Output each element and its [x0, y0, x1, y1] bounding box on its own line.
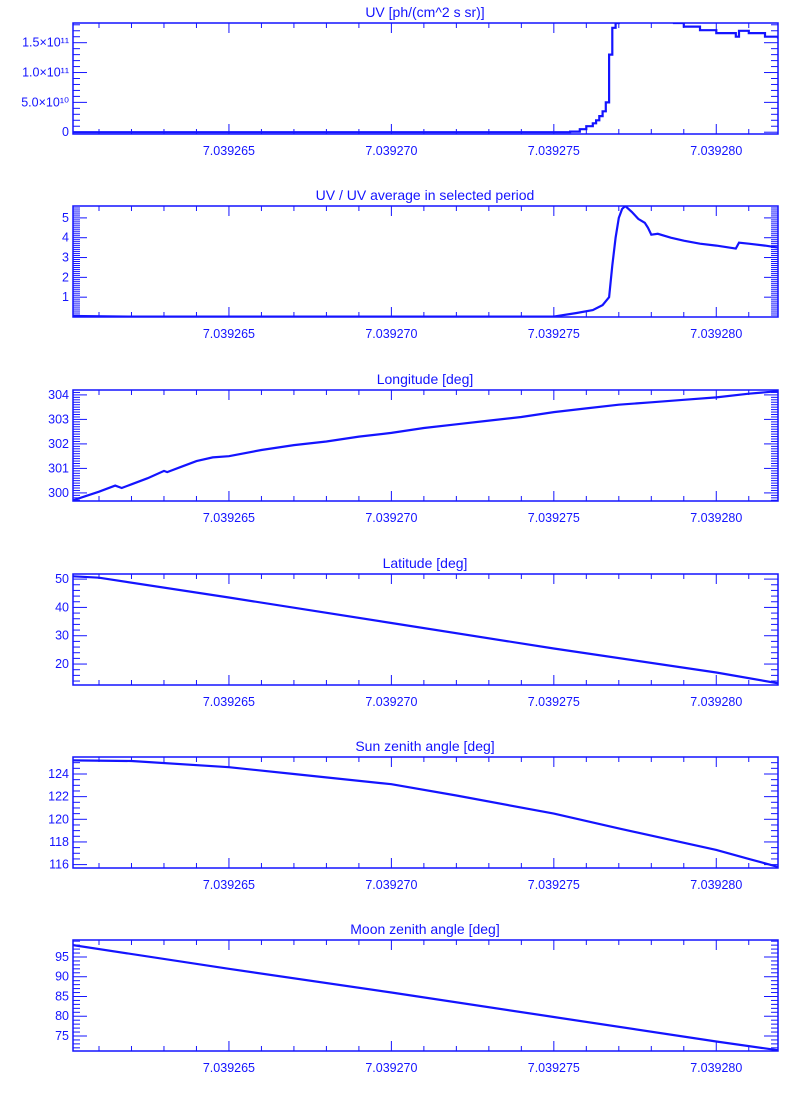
y-tick-label: 85 [55, 989, 69, 1003]
panel-6: Moon zenith angle [deg] 7.039265 7.039270 7… [55, 921, 779, 1075]
plot-frame [72, 205, 779, 318]
panel-title: Longitude [deg] [377, 371, 474, 387]
panel-title: Sun zenith angle [deg] [355, 738, 494, 754]
x-tick-label: 7.039280 [690, 695, 742, 709]
data-line [73, 575, 778, 685]
panel-title: UV / UV average in selected period [316, 187, 535, 203]
x-tick-label: 7.039270 [365, 511, 417, 525]
y-tick-label: 1.5×10¹¹ [22, 36, 69, 50]
x-tick-label: 7.039275 [528, 327, 580, 341]
panel-1: UV [ph/(cm^2 s sr)] 7.039265 7.039270 7.039… [21, 4, 779, 158]
y-tick-label: 50 [55, 572, 69, 586]
y-tick-label: 122 [48, 790, 69, 804]
y-tick-label: 302 [48, 437, 69, 451]
data-line [73, 944, 778, 1051]
x-tick-label: 7.039270 [365, 1061, 417, 1075]
x-tick-label: 7.039270 [365, 878, 417, 892]
y-tick-label: 304 [48, 388, 69, 402]
y-tick-label: 118 [49, 835, 69, 849]
y-tick-label: 120 [48, 812, 69, 826]
y-tick-label: 95 [55, 950, 69, 964]
panel-4: Latitude [deg] 7.039265 7.039270 7.039275 7.… [55, 555, 779, 709]
x-tick-label: 7.039265 [203, 144, 255, 158]
panel-title: UV [ph/(cm^2 s sr)] [365, 4, 484, 20]
data-line [73, 23, 778, 134]
plot-frame [72, 939, 779, 1052]
x-tick-label: 7.039280 [690, 1061, 742, 1075]
x-tick-label: 7.039265 [203, 1061, 255, 1075]
x-tick-label: 7.039280 [690, 327, 742, 341]
y-tick-label: 2 [62, 270, 69, 284]
x-tick-label: 7.039265 [203, 511, 255, 525]
y-tick-label: 116 [49, 858, 69, 872]
y-tick-label: 30 [55, 629, 69, 643]
y-tick-label: 1 [62, 290, 69, 304]
plot-frame [72, 573, 779, 686]
x-tick-label: 7.039265 [203, 695, 255, 709]
x-tick-label: 7.039275 [528, 144, 580, 158]
y-tick-label: 124 [48, 767, 69, 781]
y-tick-label: 75 [55, 1029, 69, 1043]
y-tick-label: 4 [62, 231, 69, 245]
x-tick-label: 7.039280 [690, 511, 742, 525]
x-tick-label: 7.039275 [528, 878, 580, 892]
x-tick-label: 7.039270 [365, 327, 417, 341]
plot-frame [72, 389, 779, 502]
y-tick-label: 90 [55, 970, 69, 984]
y-tick-label: 3 [62, 251, 69, 265]
data-line [73, 759, 778, 868]
y-tick-label: 5.0×10¹⁰ [21, 95, 69, 109]
plot-frame [72, 756, 779, 869]
panel-3: Longitude [deg] 7.039265 7.039270 7.039275 7… [48, 371, 779, 525]
x-tick-label: 7.039280 [690, 878, 742, 892]
x-tick-label: 7.039265 [203, 878, 255, 892]
y-tick-label: 1.0×10¹¹ [22, 66, 69, 80]
y-tick-label: 80 [55, 1009, 69, 1023]
y-tick-label: 5 [62, 211, 69, 225]
x-tick-label: 7.039275 [528, 695, 580, 709]
y-tick-label: 303 [48, 412, 69, 426]
y-tick-label: 0 [62, 125, 69, 139]
y-tick-label: 301 [48, 461, 69, 475]
panel-5: Sun zenith angle [deg] 7.039265 7.039270 7.… [48, 738, 779, 892]
y-tick-label: 40 [55, 600, 69, 614]
y-tick-label: 20 [55, 657, 69, 671]
data-line [73, 206, 778, 317]
x-tick-label: 7.039275 [528, 511, 580, 525]
x-tick-label: 7.039270 [365, 144, 417, 158]
x-tick-label: 7.039265 [203, 327, 255, 341]
y-tick-label: 300 [48, 486, 69, 500]
panel-title: Latitude [deg] [383, 555, 468, 571]
panel-title: Moon zenith angle [deg] [350, 921, 499, 937]
panel-2: UV / UV average in selected period 7.0392… [62, 187, 779, 341]
x-tick-label: 7.039275 [528, 1061, 580, 1075]
data-line [73, 390, 778, 501]
x-tick-label: 7.039270 [365, 695, 417, 709]
plot-frame [72, 22, 779, 135]
x-tick-label: 7.039280 [690, 144, 742, 158]
